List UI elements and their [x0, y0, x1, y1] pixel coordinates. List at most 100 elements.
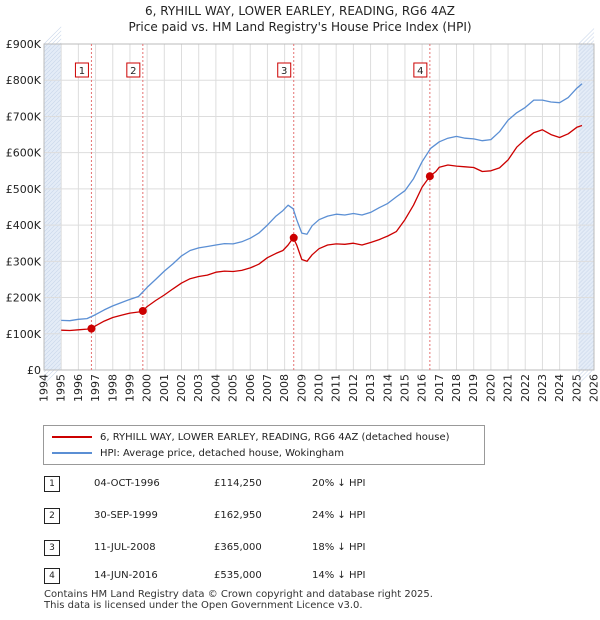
shaded-hatch [43, 114, 62, 133]
x-tick-label: 2020 [484, 374, 497, 402]
x-tick-label: 1998 [106, 374, 119, 402]
shaded-hatch [43, 222, 62, 241]
shaded-hatch [43, 106, 62, 125]
legend-item-price: 6, RYHILL WAY, LOWER EARLEY, READING, RG… [52, 430, 450, 444]
shaded-hatch [43, 90, 62, 109]
transaction-badge: 1 [44, 476, 60, 492]
chart-title: 6, RYHILL WAY, LOWER EARLEY, READING, RG… [145, 4, 455, 18]
shaded-hatch [43, 74, 62, 93]
x-tick-label: 1999 [123, 374, 136, 402]
shaded-hatch [43, 182, 62, 201]
shaded-hatch [43, 270, 62, 289]
shaded-hatch [578, 244, 595, 261]
transaction-date: 04-OCT-1996 [94, 478, 160, 489]
shaded-hatch [578, 140, 595, 157]
x-tick-label: 2026 [588, 374, 600, 402]
shaded-hatch [578, 124, 595, 141]
transaction-point [425, 172, 434, 181]
x-tick-label: 2005 [227, 374, 240, 402]
shaded-hatch [578, 264, 595, 281]
shaded-hatch [578, 260, 595, 277]
shaded-hatch [43, 62, 62, 81]
transaction-hpi-diff: 20% ↓ HPI [312, 478, 366, 489]
shaded-hatch [578, 136, 595, 153]
shaded-hatch [578, 356, 595, 373]
shaded-hatch [43, 326, 62, 345]
x-tick-label: 2017 [433, 374, 446, 402]
legend-hpi-swatch [52, 452, 92, 454]
shaded-hatch [578, 352, 595, 369]
shaded-hatch [43, 94, 62, 113]
x-tick-label: 1996 [72, 374, 85, 402]
shaded-hatch [578, 368, 595, 385]
transaction-hpi-diff: 14% ↓ HPI [312, 570, 366, 581]
shaded-hatch [578, 68, 595, 85]
shaded-hatch [43, 278, 62, 297]
x-tick-label: 2002 [175, 374, 188, 402]
legend-price-swatch [52, 436, 92, 438]
shaded-hatch [578, 164, 595, 181]
transaction-point [87, 324, 96, 333]
x-tick-label: 2004 [209, 374, 222, 402]
shaded-hatch [43, 346, 62, 365]
x-tick-label: 2012 [347, 374, 360, 402]
shaded-hatch [578, 100, 595, 117]
x-tick-label: 2011 [330, 374, 343, 402]
transaction-label: 1 [79, 66, 85, 77]
transaction-label-box [413, 62, 428, 78]
transaction-label-box [277, 62, 292, 78]
shaded-hatch [578, 168, 595, 185]
shaded-hatch [578, 340, 595, 357]
shaded-hatch [578, 60, 595, 77]
x-tick-label: 1997 [89, 374, 102, 402]
y-tick-label: £100K [6, 328, 42, 341]
shaded-hatch [578, 224, 595, 241]
transaction-hpi-diff: 24% ↓ HPI [312, 510, 366, 521]
shaded-hatch [578, 256, 595, 273]
shaded-hatch [578, 232, 595, 249]
transaction-price: £365,000 [214, 542, 262, 553]
shaded-hatch [578, 240, 595, 257]
footer-line-2: This data is licensed under the Open Gov… [44, 600, 363, 611]
transaction-label: 3 [281, 66, 287, 77]
x-tick-label: 2013 [364, 374, 377, 402]
transaction-price: £162,950 [214, 510, 262, 521]
shaded-hatch [43, 98, 62, 117]
shaded-hatch [43, 298, 62, 317]
legend-item-hpi: HPI: Average price, detached house, Woki… [52, 446, 344, 460]
shaded-hatch [578, 188, 595, 205]
shaded-hatch [43, 242, 62, 261]
shaded-hatch [43, 34, 62, 53]
shaded-hatch [43, 266, 62, 285]
x-tick-label: 2016 [416, 374, 429, 402]
shaded-hatch [43, 154, 62, 173]
shaded-hatch [578, 96, 595, 113]
shaded-hatch [43, 214, 62, 233]
shaded-hatch [578, 148, 595, 165]
transaction-price: £114,250 [214, 478, 262, 489]
transaction-date: 30-SEP-1999 [94, 510, 158, 521]
shaded-hatch [578, 272, 595, 289]
shaded-hatch [578, 192, 595, 209]
shaded-hatch [43, 230, 62, 249]
shaded-hatch [43, 66, 62, 85]
transaction-label: 2 [130, 66, 136, 77]
shaded-hatch [43, 26, 62, 45]
shaded-hatch [578, 156, 595, 173]
shaded-hatch [43, 150, 62, 169]
shaded-hatch [578, 216, 595, 233]
shaded-hatch [578, 360, 595, 377]
shaded-hatch [578, 64, 595, 81]
shaded-hatch [43, 202, 62, 221]
footer-attribution: Contains HM Land Registry data © Crown c… [44, 589, 433, 611]
shaded-hatch [578, 84, 595, 101]
transaction-point [138, 306, 147, 315]
shaded-hatch [43, 118, 62, 137]
shaded-hatch [578, 28, 595, 45]
shaded-hatch [578, 32, 595, 49]
shaded-hatch [578, 92, 595, 109]
shaded-hatch [578, 280, 595, 297]
shaded-hatch [43, 54, 62, 73]
shaded-hatch [578, 348, 595, 365]
shaded-hatch [43, 194, 62, 213]
